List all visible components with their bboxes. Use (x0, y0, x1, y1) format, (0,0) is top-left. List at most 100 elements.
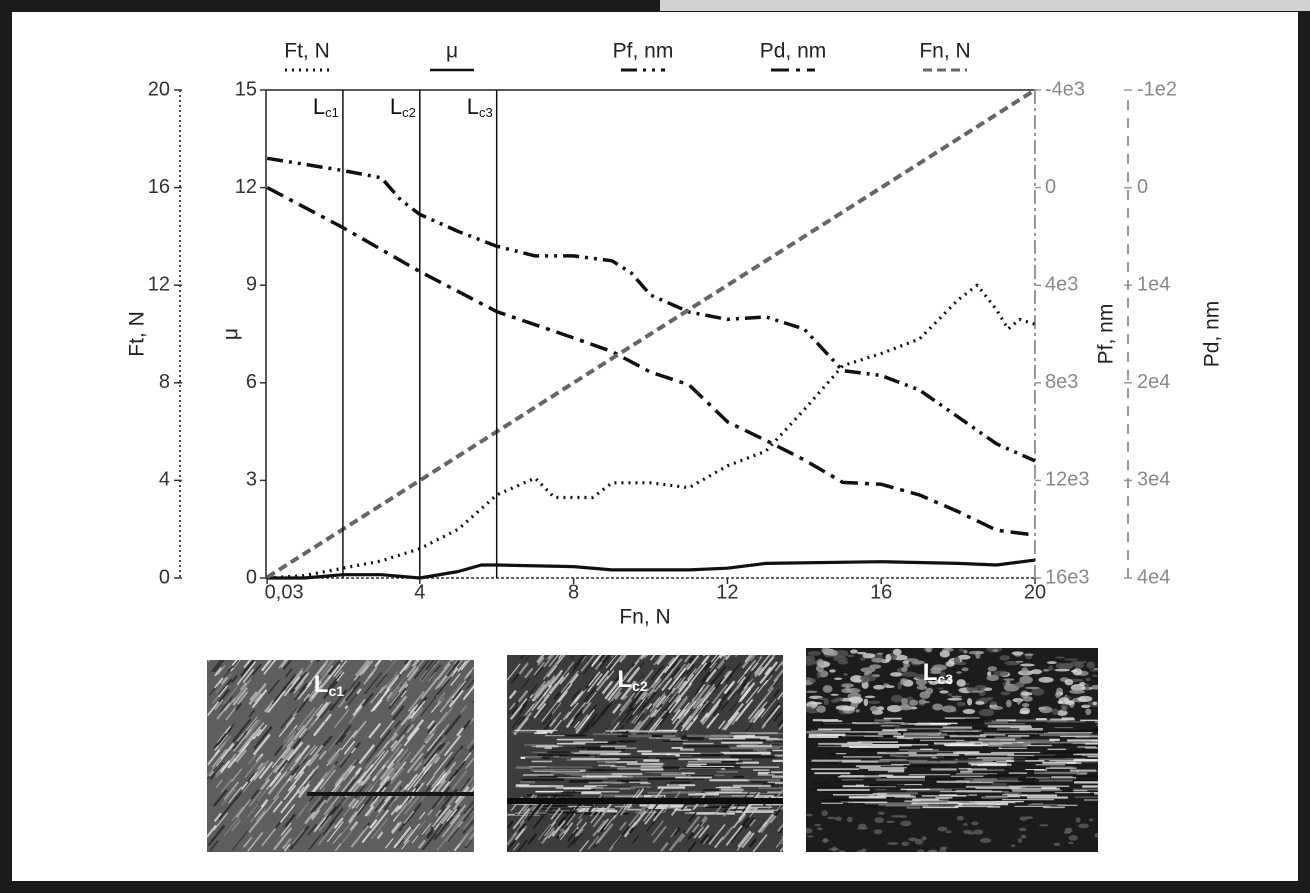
texture (231, 806, 244, 822)
texture (341, 823, 358, 843)
texture (833, 677, 843, 680)
texture (527, 833, 538, 845)
y-tick-label: 16e3 (1045, 566, 1090, 588)
texture (427, 722, 437, 735)
texture (1003, 678, 1015, 681)
texture (677, 673, 695, 694)
texture (989, 701, 998, 706)
texture (219, 760, 231, 773)
texture (418, 819, 427, 829)
texture (374, 798, 385, 812)
texture (447, 795, 457, 806)
texture (406, 752, 424, 774)
texture (422, 734, 431, 744)
texture (372, 797, 380, 806)
top-band (660, 0, 1310, 11)
texture (816, 671, 821, 679)
texture (319, 805, 338, 828)
micrograph-label: Lc3 (923, 659, 953, 686)
texture (650, 708, 658, 718)
texture (520, 678, 530, 690)
texture (356, 793, 375, 816)
x-tick-label: 12 (716, 581, 738, 603)
texture (915, 673, 927, 680)
texture (468, 832, 474, 840)
texture (822, 685, 833, 693)
texture (417, 839, 426, 849)
texture (275, 780, 288, 796)
texture (753, 703, 766, 718)
texture (873, 684, 885, 690)
texture (596, 670, 610, 687)
texture (213, 812, 222, 823)
texture (914, 838, 924, 845)
texture (468, 808, 474, 817)
texture (619, 692, 636, 712)
texture (552, 673, 562, 683)
texture (308, 794, 323, 812)
texture (260, 798, 269, 808)
texture (279, 803, 296, 823)
texture (777, 718, 783, 727)
texture (413, 759, 424, 772)
texture (1019, 663, 1035, 667)
texture (975, 651, 981, 659)
texture (521, 697, 531, 708)
texture (369, 819, 378, 829)
texture (384, 780, 403, 803)
texture (418, 811, 426, 820)
texture (215, 779, 223, 788)
texture (464, 839, 473, 849)
texture (1018, 827, 1027, 832)
micrograph-label: Lc1 (314, 671, 344, 698)
texture (623, 666, 634, 679)
texture (216, 702, 231, 720)
y-tick-label: 15 (235, 78, 257, 100)
texture (420, 677, 439, 700)
texture (730, 824, 746, 843)
texture (280, 740, 295, 758)
texture (421, 822, 432, 835)
texture (1056, 709, 1068, 717)
texture (1020, 834, 1027, 839)
texture (760, 814, 776, 834)
texture (213, 660, 225, 673)
texture (462, 818, 474, 835)
texture (374, 729, 392, 751)
texture (974, 684, 987, 690)
texture (421, 771, 429, 780)
texture (763, 688, 781, 710)
texture (1019, 710, 1030, 715)
texture (1054, 668, 1071, 672)
texture (248, 682, 267, 706)
texture (291, 670, 304, 685)
texture (284, 768, 292, 778)
texture (318, 815, 332, 832)
texture (863, 698, 869, 707)
texture (325, 735, 333, 744)
texture (688, 811, 697, 823)
texture (594, 664, 613, 687)
texture (1019, 675, 1033, 684)
texture (569, 694, 581, 708)
texture (963, 829, 972, 835)
texture (887, 842, 899, 845)
texture (388, 687, 407, 710)
texture (389, 670, 405, 689)
texture (451, 770, 468, 791)
texture (231, 674, 239, 683)
micrograph (806, 648, 1098, 852)
texture (1024, 686, 1040, 690)
texture (661, 677, 673, 692)
texture (403, 810, 415, 824)
texture (1030, 669, 1043, 675)
texture (233, 728, 252, 752)
texture (531, 692, 547, 712)
texture (517, 793, 535, 816)
texture (778, 723, 783, 731)
texture (223, 781, 239, 801)
texture (518, 823, 526, 832)
texture (721, 826, 734, 841)
texture (400, 690, 407, 698)
texture (686, 663, 695, 675)
